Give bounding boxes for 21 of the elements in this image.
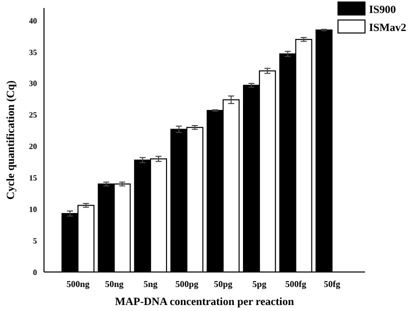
x-tick-label: 50fg	[324, 279, 341, 289]
y-tick-label: 0	[33, 268, 37, 277]
x-tick-label: 500pg	[175, 279, 199, 289]
legend-label: ISMav2	[369, 22, 407, 34]
y-tick-label: 35	[29, 48, 37, 57]
y-tick-label: 30	[29, 79, 37, 88]
x-tick-label: 5ng	[144, 279, 158, 289]
y-tick-label: 40	[29, 16, 37, 26]
legend-label: IS900	[369, 4, 396, 16]
x-axis-title: MAP-DNA concentration per reaction	[115, 296, 294, 308]
y-tick-label: 10	[29, 204, 37, 214]
y-tick-label: 5	[33, 236, 37, 246]
y-tick-label: 25	[29, 110, 37, 120]
x-tick-label: 5pg	[252, 279, 267, 289]
x-tick-label: 500ng	[66, 279, 90, 289]
x-tick-label: 50pg	[214, 279, 233, 289]
y-tick-label: 15	[29, 174, 37, 183]
x-tick-label: 50ng	[105, 279, 124, 289]
y-tick-label: 20	[29, 142, 37, 152]
x-tick-label: 500fg	[285, 279, 307, 289]
y-axis-title: Cycle quantification (Cq)	[5, 80, 17, 200]
